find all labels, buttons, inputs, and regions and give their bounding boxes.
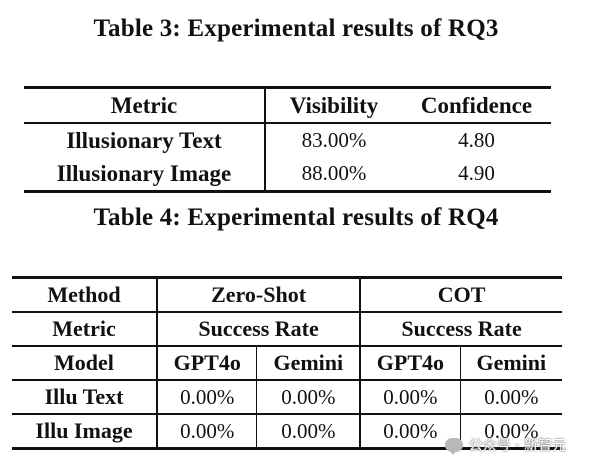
table4-method-cot: COT bbox=[360, 276, 562, 313]
table3-row-label: Illusionary Text bbox=[24, 123, 266, 157]
table4-value-cell: 0.00% bbox=[460, 414, 562, 450]
table4-value-cell: 0.00% bbox=[157, 380, 258, 415]
table3-header-row: Metric Visibility Confidence bbox=[24, 86, 551, 124]
table3-caption: Table 3: Experimental results of RQ3 bbox=[93, 15, 499, 42]
table4-value-cell: 0.00% bbox=[157, 414, 258, 450]
table4-metric-row: Metric Success Rate Success Rate bbox=[12, 312, 562, 347]
table-row: Illu Text 0.00% 0.00% 0.00% 0.00% bbox=[12, 380, 562, 415]
table4-row-label: Illu Image bbox=[12, 414, 158, 450]
table4-method-label: Method bbox=[12, 276, 158, 313]
table4-model-cot-gpt4o: GPT4o bbox=[360, 346, 461, 381]
table4-model-cot-gemini: Gemini bbox=[460, 346, 562, 381]
table3-visibility-cell: 83.00% bbox=[301, 128, 367, 152]
table4-row-label: Illu Text bbox=[12, 380, 158, 415]
table3-header-confidence: Confidence bbox=[402, 86, 551, 124]
table3-visibility-cell: 88.00% bbox=[265, 157, 402, 193]
watermark-text: 公众号 · 新智元 bbox=[468, 438, 566, 454]
table-row: Illusionary Text 83.00% 4.80 bbox=[24, 123, 551, 157]
table3-confidence-cell: 4.80 bbox=[458, 128, 495, 152]
table3-row-label: Illusionary Image bbox=[24, 157, 266, 193]
table3-confidence-cell: 4.90 bbox=[402, 157, 551, 193]
table4-model-row: Model GPT4o Gemini GPT4o Gemini bbox=[12, 346, 562, 381]
table4-metric-zero-shot: Success Rate bbox=[157, 312, 362, 347]
table4-caption: Table 4: Experimental results of RQ4 bbox=[93, 204, 499, 231]
table3-header-visibility: Visibility bbox=[265, 86, 402, 124]
table4-value-cell: 0.00% bbox=[256, 380, 362, 415]
table4-metric-cot: Success Rate bbox=[360, 312, 562, 347]
table4-model-zs-gemini: Gemini bbox=[256, 346, 362, 381]
table4-model-label: Model bbox=[12, 346, 158, 381]
table4-model-zs-gpt4o: GPT4o bbox=[157, 346, 258, 381]
table-row: Illu Image 0.00% 0.00% 0.00% 0.00% bbox=[12, 414, 562, 450]
table4-value-cell: 0.00% bbox=[256, 414, 362, 450]
table4-value-cell: 0.00% bbox=[460, 380, 562, 415]
table4-method-zero-shot: Zero-Shot bbox=[157, 276, 362, 313]
table3: Metric Visibility Confidence Illusionary… bbox=[24, 86, 551, 193]
wechat-bubble-icon bbox=[444, 438, 463, 455]
table4: Method Zero-Shot COT Metric Success Rate… bbox=[12, 276, 562, 450]
table4-metric-label: Metric bbox=[12, 312, 158, 347]
table-row: Illusionary Image 88.00% 4.90 bbox=[24, 157, 551, 193]
table4-value-cell: 0.00% bbox=[360, 380, 461, 415]
watermark: 公众号 · 新智元 bbox=[444, 435, 566, 455]
table3-header-metric: Metric bbox=[24, 86, 266, 124]
table4-method-row: Method Zero-Shot COT bbox=[12, 276, 562, 313]
table4-value-cell: 0.00% bbox=[360, 414, 461, 450]
